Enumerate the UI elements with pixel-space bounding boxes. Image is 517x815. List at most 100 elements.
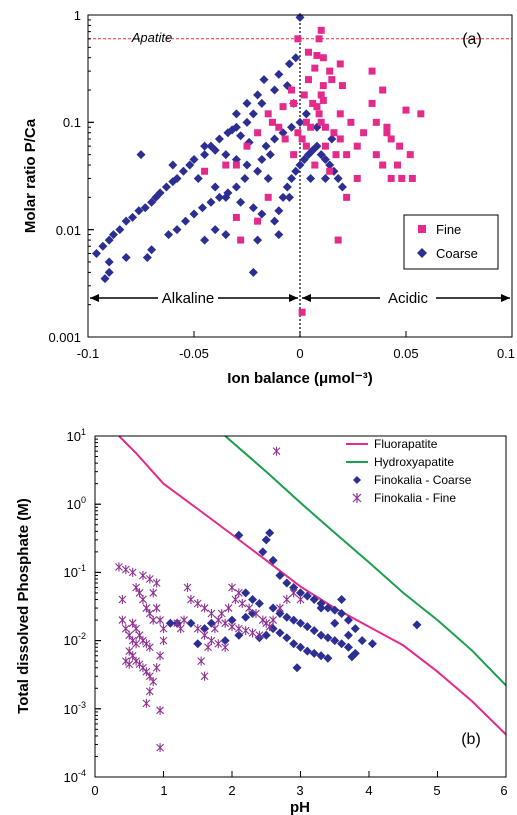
x-tick-label-a: 0	[296, 346, 303, 361]
marker-finokalia-coarse	[323, 633, 333, 643]
marker-finokalia-coarse	[337, 639, 347, 649]
marker-coarse	[291, 166, 301, 176]
marker-fine	[254, 129, 262, 137]
marker-coarse	[108, 230, 118, 240]
legend-label-hydroxyapatite: Hydroxyapatite	[374, 455, 454, 469]
marker-coarse	[253, 235, 263, 245]
marker-finokalia-fine	[121, 656, 130, 666]
marker-fine	[317, 91, 325, 99]
marker-fine	[383, 129, 391, 137]
marker-coarse	[189, 155, 199, 165]
arrow-head	[90, 294, 99, 302]
marker-coarse	[128, 212, 138, 222]
marker-finokalia-coarse	[323, 653, 333, 663]
marker-finokalia-coarse	[265, 528, 275, 538]
marker-finokalia-fine	[228, 622, 236, 632]
marker-coarse	[185, 160, 195, 170]
y-axis-title-a: Molar ratio P/Ca	[22, 118, 39, 233]
marker-coarse	[231, 122, 241, 132]
marker-fine	[298, 135, 306, 143]
marker-finokalia-fine	[135, 630, 144, 640]
marker-finokalia-coarse	[227, 615, 237, 625]
marker-finokalia-fine	[207, 636, 216, 646]
marker-coarse	[168, 177, 178, 187]
marker-coarse	[91, 248, 101, 258]
marker-coarse	[168, 160, 178, 170]
marker-finokalia-fine	[115, 562, 123, 572]
marker-finokalia-coarse	[330, 636, 340, 646]
marker-finokalia-fine	[176, 624, 185, 634]
marker-coarse	[259, 75, 269, 85]
marker-finokalia-fine	[145, 642, 154, 652]
marker-finokalia-fine	[135, 588, 144, 598]
marker-finokalia-coarse	[309, 648, 319, 658]
x-tick-label-a: -0.05	[179, 346, 209, 361]
marker-finokalia-fine	[132, 583, 140, 593]
marker-coarse	[333, 173, 343, 183]
marker-finokalia-fine	[128, 618, 137, 628]
marker-fine	[326, 167, 334, 175]
marker-fine	[383, 123, 391, 131]
x-tick-label-b: 5	[433, 783, 440, 798]
marker-finokalia-fine	[183, 583, 192, 593]
marker-finokalia-coarse	[282, 578, 292, 588]
marker-finokalia-coarse	[248, 595, 258, 605]
x-tick-label-b: 4	[365, 783, 372, 798]
marker-fine	[368, 99, 376, 107]
marker-fine	[264, 110, 272, 118]
marker-finokalia-fine	[289, 588, 298, 598]
marker-fine	[275, 123, 283, 131]
x-tick-label-b: 3	[296, 783, 303, 798]
y-tick-label-b: 10-1	[64, 563, 86, 580]
marker-coarse	[181, 216, 191, 226]
x-tick-label-b: 6	[500, 783, 507, 798]
marker-finokalia-fine	[207, 608, 216, 618]
marker-coarse	[240, 173, 250, 183]
marker-finokalia-fine	[193, 624, 202, 634]
marker-coarse	[104, 257, 114, 267]
marker-coarse	[282, 182, 292, 192]
marker-finokalia-fine	[118, 615, 127, 625]
marker-fine	[300, 91, 308, 99]
marker-finokalia-coarse	[261, 630, 271, 640]
marker-coarse	[257, 209, 267, 219]
marker-finokalia-coarse	[289, 615, 299, 625]
y-tick-label-a: 0.1	[63, 115, 81, 130]
marker-coarse	[242, 160, 252, 170]
marker-finokalia-fine	[152, 578, 161, 588]
marker-fine	[288, 86, 296, 94]
marker-fine	[232, 213, 240, 221]
marker-fine	[394, 161, 402, 169]
marker-coarse	[316, 150, 326, 160]
marker-finokalia-coarse	[268, 624, 278, 634]
marker-fine	[279, 103, 287, 111]
marker-coarse	[295, 160, 305, 170]
marker-finokalia-coarse	[316, 603, 326, 613]
legend-marker-coarse-b	[353, 476, 361, 484]
marker-finokalia-coarse	[220, 636, 230, 646]
marker-finokalia-fine	[142, 603, 151, 613]
marker-coarse	[98, 241, 108, 251]
panel-label-b: (b)	[461, 731, 481, 748]
marker-coarse	[210, 182, 220, 192]
marker-finokalia-fine	[187, 595, 195, 605]
marker-fine	[268, 118, 276, 126]
marker-coarse	[263, 173, 273, 183]
panel-label-a: (a)	[462, 31, 482, 48]
marker-fine	[201, 167, 209, 175]
marker-coarse	[253, 166, 263, 176]
marker-coarse	[327, 134, 337, 144]
marker-finokalia-fine	[125, 630, 134, 640]
marker-coarse	[200, 235, 210, 245]
marker-finokalia-fine	[145, 686, 154, 696]
panel-b-markers	[115, 446, 422, 753]
marker-fine	[304, 48, 312, 56]
x-tick-label-a: 0.1	[497, 346, 515, 361]
chart-panel-a: Apatite Alkaline Acidic (a) Fine Coarse …	[22, 8, 515, 387]
y-tick-label-b: 10-4	[64, 768, 86, 785]
marker-finokalia-coarse	[367, 639, 377, 649]
marker-finokalia-fine	[142, 667, 151, 677]
y-tick-label-a: 0.01	[56, 223, 81, 238]
marker-finokalia-coarse	[309, 595, 319, 605]
marker-finokalia-coarse	[343, 642, 353, 652]
